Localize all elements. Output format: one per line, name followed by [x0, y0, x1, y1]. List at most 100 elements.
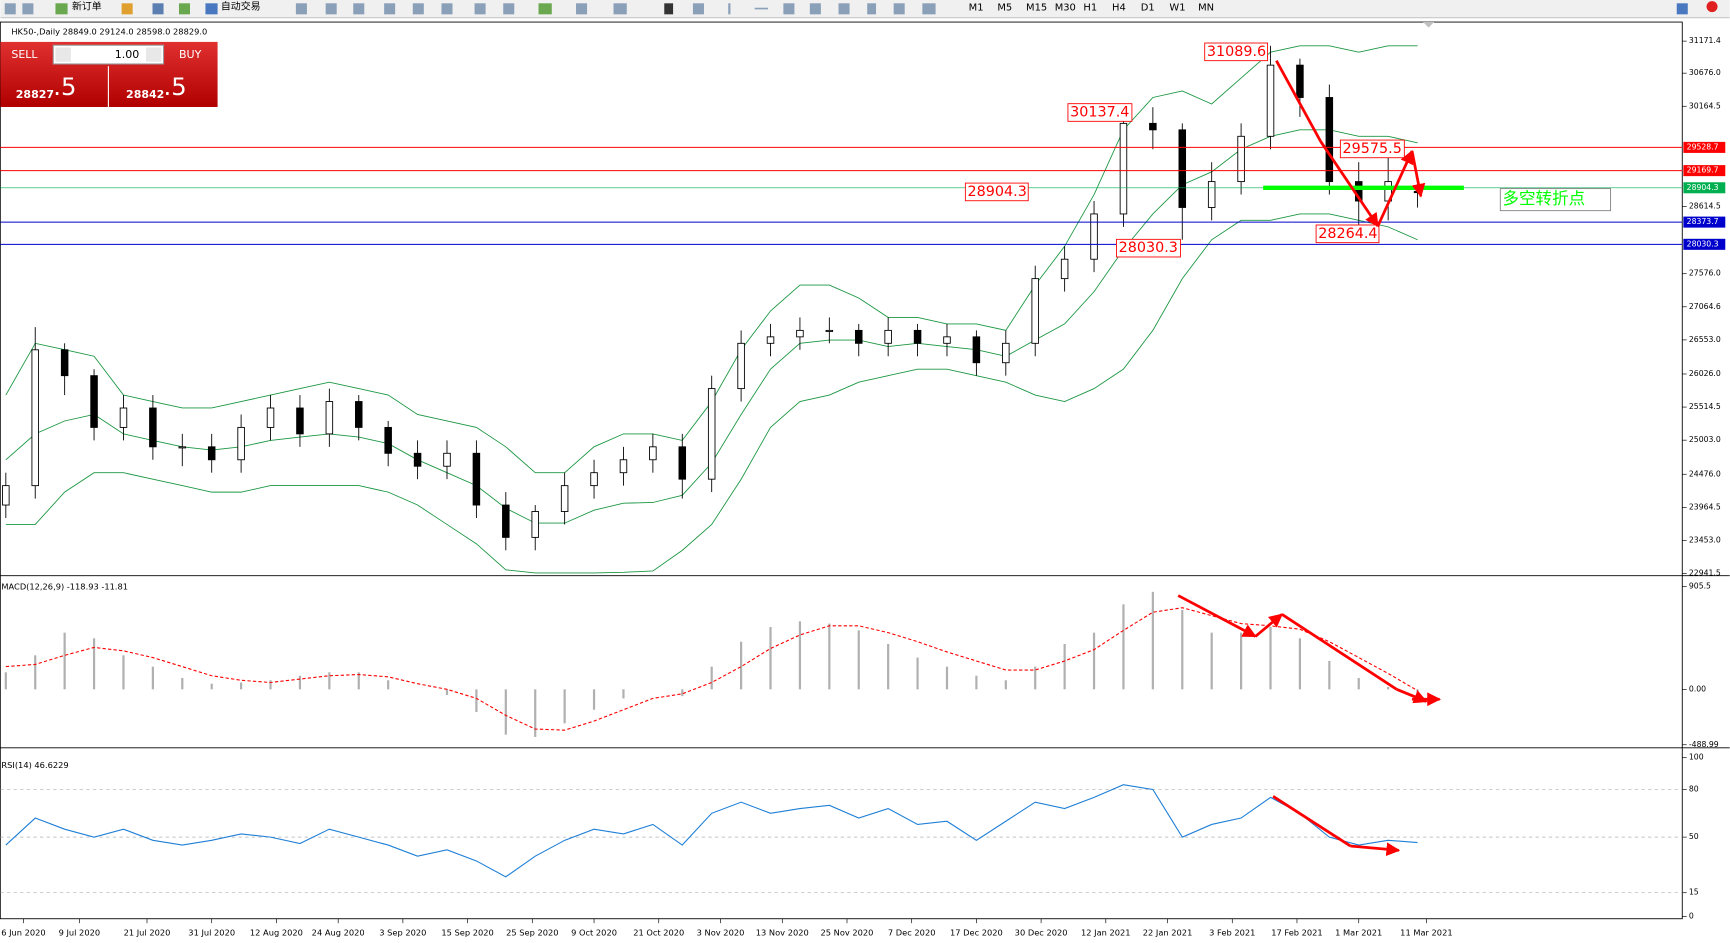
price-level-label: 28373.7 — [1687, 217, 1719, 226]
x-tick-label: 11 Mar 2021 — [1400, 928, 1452, 938]
candle-body — [296, 407, 304, 435]
toolbar-icons — [4, 1, 1718, 15]
new-order-button[interactable]: 新订单 — [72, 0, 102, 13]
candle-body — [1237, 135, 1245, 183]
y-tick-label: 26026.0 — [1689, 369, 1721, 378]
candle-body — [707, 388, 716, 480]
macd-bar — [857, 630, 860, 690]
macd-bar — [563, 689, 566, 724]
sell-button[interactable]: SELL — [11, 48, 38, 61]
candle-body — [178, 446, 187, 449]
timeframe-button[interactable]: W1 — [1169, 3, 1185, 14]
macd-bar — [681, 689, 684, 697]
price-level-label: 28030.3 — [1687, 239, 1719, 248]
sell-price[interactable]: 28827 — [16, 88, 54, 101]
candle-body — [884, 329, 892, 344]
y-tick-label: 27064.6 — [1689, 302, 1721, 311]
timeframe-button[interactable]: M1 — [969, 3, 984, 14]
x-tick-label: 25 Sep 2020 — [506, 928, 558, 938]
candle-body — [237, 426, 245, 461]
macd-bar — [1328, 660, 1331, 690]
auto-trading-button[interactable]: 自动交易 — [221, 0, 261, 13]
candle-body — [972, 336, 981, 364]
timeframe-button[interactable]: H1 — [1083, 3, 1097, 14]
price-annotation: 28904.3 — [968, 184, 1027, 200]
macd-bar — [504, 689, 507, 735]
price-annotation-box — [1116, 238, 1181, 258]
macd-bar — [622, 689, 625, 699]
x-tick-label: 25 Nov 2020 — [821, 928, 874, 938]
macd-bar — [92, 638, 96, 690]
x-tick-label: 9 Oct 2020 — [571, 928, 617, 938]
buy-price[interactable]: 28842 — [126, 88, 164, 101]
macd-bar — [1063, 643, 1066, 690]
candle-body — [1031, 278, 1039, 344]
lots-down[interactable] — [55, 47, 71, 62]
x-tick-label: 9 Jul 2020 — [59, 928, 101, 938]
timeframe-button[interactable]: H4 — [1112, 3, 1126, 14]
candle-body — [60, 349, 69, 377]
price-level-tag — [1683, 216, 1726, 228]
trend-arrows — [1177, 59, 1442, 857]
macd-bar — [151, 666, 154, 690]
candle-body — [502, 504, 510, 538]
candle-body — [1207, 181, 1216, 208]
x-tick-label: 1 Mar 2021 — [1335, 928, 1382, 938]
panel-title: RSI(14) 46.6229 — [1, 760, 68, 770]
macd-bar — [1151, 591, 1154, 690]
shift-marker — [1423, 22, 1435, 28]
y-tick-label: 80 — [1689, 784, 1699, 793]
y-tick-label: 27576.0 — [1689, 269, 1721, 278]
candle-body — [1002, 342, 1010, 364]
y-tick-label: 30676.0 — [1689, 68, 1721, 77]
timeframe-button[interactable]: M30 — [1055, 3, 1076, 14]
candle-body — [325, 401, 334, 435]
timeframe-button[interactable]: D1 — [1141, 3, 1155, 14]
price-annotation: 28264.4 — [1318, 226, 1377, 242]
candle-body — [472, 452, 481, 506]
macd-bar — [475, 689, 478, 712]
candle-body — [855, 329, 863, 344]
lots-value[interactable]: 1.00 — [115, 48, 140, 61]
timeframe-button[interactable]: M15 — [1026, 3, 1047, 14]
macd-bar — [298, 675, 302, 690]
macd-bar — [210, 683, 213, 690]
macd-bar — [34, 655, 37, 690]
candle-body — [1060, 258, 1069, 280]
sell-price-pips[interactable]: .5 — [53, 72, 76, 101]
price-annotation-box — [1339, 139, 1405, 159]
candle-body — [1296, 64, 1304, 98]
buy-button[interactable]: BUY — [179, 48, 202, 61]
candle-body — [619, 459, 628, 474]
candle-body — [443, 452, 451, 467]
macd-bar — [240, 682, 243, 690]
x-tick-label: 24 Aug 2020 — [312, 928, 365, 938]
candle-body — [413, 452, 422, 467]
y-tick-label: 905.5 — [1689, 582, 1711, 591]
timeframe-button[interactable]: MN — [1198, 3, 1214, 14]
y-tick-label: 30164.5 — [1689, 101, 1721, 110]
candle-body — [1090, 213, 1098, 260]
candle-body — [119, 407, 128, 428]
buy-price-pips[interactable]: .5 — [164, 72, 187, 101]
lots-up[interactable] — [145, 47, 162, 62]
candle-body — [149, 407, 157, 448]
macd-bar — [328, 672, 331, 690]
price-level-tag — [1683, 165, 1726, 177]
y-tick-label: 23453.0 — [1689, 535, 1721, 544]
candle-body — [766, 336, 775, 344]
x-tick-label: 22 Jan 2021 — [1143, 928, 1193, 938]
lots-input[interactable] — [52, 44, 165, 65]
price-level-label: 28904.3 — [1687, 183, 1719, 192]
y-tick-label: 22941.5 — [1689, 569, 1721, 578]
y-tick-label: 26553.0 — [1689, 335, 1721, 344]
price-level-label: 29528.7 — [1687, 142, 1719, 151]
timeframe-button[interactable]: M5 — [997, 3, 1012, 14]
candle-body — [1325, 97, 1334, 183]
panel-title: MACD(12,26,9) -118.93 -11.81 — [1, 581, 128, 591]
y-tick-label: 25003.0 — [1689, 435, 1721, 444]
y-tick-label: 15 — [1689, 888, 1699, 897]
note-box — [1499, 188, 1612, 212]
candle-body — [90, 375, 98, 428]
